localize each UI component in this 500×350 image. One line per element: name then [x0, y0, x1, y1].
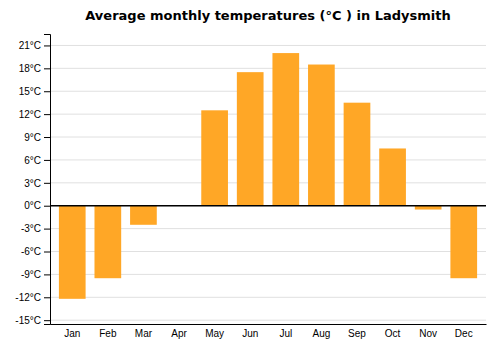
x-tick-label: Feb	[99, 328, 117, 339]
y-tick-label: 3°C	[24, 178, 41, 189]
y-tick: 3°C	[24, 178, 50, 189]
x-tick-label: Jul	[279, 328, 292, 339]
y-tick-label: 15°C	[19, 86, 41, 97]
grid-line	[50, 45, 486, 46]
y-tick-label: 0°C	[24, 200, 41, 211]
y-tick-label: -15°C	[15, 315, 41, 326]
x-tick: Jun	[242, 328, 258, 339]
x-tick: Apr	[171, 328, 187, 339]
y-tick: 9°C	[24, 132, 50, 143]
y-tick: -15°C	[15, 315, 50, 326]
y-tick-mark	[44, 183, 50, 184]
y-tick-label: 18°C	[19, 63, 41, 74]
x-axis: Jan Feb Mar Apr May Jun Jul Aug Sep Oct Nov Dec	[51, 325, 487, 340]
x-tick-label: Aug	[312, 328, 330, 339]
y-tick: 18°C	[19, 63, 50, 74]
y-tick: 15°C	[19, 86, 50, 97]
grid-line	[50, 137, 486, 138]
y-tick-label: -3°C	[21, 223, 41, 234]
y-tick-label: -9°C	[21, 269, 41, 280]
y-axis: -15°C -12°C -9°C -6°C -3°C 0°C 3°C 6°C 9°C 12°C 15…	[15, 35, 50, 326]
y-tick-mark	[44, 297, 50, 298]
y-tick-mark	[44, 114, 50, 115]
bar	[272, 53, 299, 206]
y-tick-mark	[44, 274, 50, 275]
x-tick-label: May	[205, 328, 224, 339]
bar	[130, 206, 157, 225]
grid-line	[50, 297, 486, 298]
y-tick-mark	[44, 320, 50, 321]
x-tick-label: Dec	[455, 328, 473, 339]
y-tick-label: 9°C	[24, 132, 41, 143]
y-tick-mark	[44, 252, 50, 253]
x-tick: Mar	[135, 328, 153, 339]
bar	[94, 206, 121, 278]
y-tick-label: -6°C	[21, 246, 41, 257]
y-tick: 6°C	[24, 155, 50, 166]
chart-container: Average monthly temperatures (°C ) in La…	[0, 0, 500, 350]
bar	[450, 206, 477, 278]
chart-svg: Average monthly temperatures (°C ) in La…	[0, 0, 500, 350]
x-tick: Feb	[99, 328, 117, 339]
y-tick-label: 12°C	[19, 109, 41, 120]
y-tick: -12°C	[15, 292, 50, 303]
x-tick: Jan	[64, 328, 80, 339]
x-tick-label: Nov	[419, 328, 437, 339]
zero-line	[50, 205, 486, 207]
x-tick: Nov	[419, 328, 437, 339]
y-tick-mark	[44, 160, 50, 161]
y-tick-label: 6°C	[24, 155, 41, 166]
x-tick: Dec	[455, 328, 473, 339]
bar	[201, 110, 228, 205]
x-tick-label: Jan	[64, 328, 80, 339]
grid-line	[50, 114, 486, 115]
y-tick: 12°C	[19, 109, 50, 120]
y-tick: -6°C	[21, 246, 50, 257]
x-tick: Aug	[312, 328, 330, 339]
y-tick-mark	[44, 206, 50, 207]
y-tick: -9°C	[21, 269, 50, 280]
grid-line	[50, 205, 486, 206]
y-tick-mark	[44, 45, 50, 46]
y-tick-label: 21°C	[19, 40, 41, 51]
y-tick: 21°C	[19, 40, 50, 51]
grid-line	[50, 91, 486, 92]
bar	[344, 103, 371, 206]
y-tick: 0°C	[24, 200, 50, 211]
x-tick: Jul	[279, 328, 292, 339]
x-tick-label: Mar	[135, 328, 153, 339]
y-tick-mark	[44, 68, 50, 69]
grid-line	[50, 159, 486, 160]
y-tick: -3°C	[21, 223, 50, 234]
grid-line	[50, 182, 486, 183]
y-tick-mark	[44, 137, 50, 138]
grid-line	[50, 68, 486, 69]
y-axis-line	[44, 35, 51, 325]
x-tick: Sep	[348, 328, 366, 339]
x-tick: Oct	[385, 328, 401, 339]
bar	[59, 206, 86, 299]
x-tick: May	[205, 328, 224, 339]
plot-area	[50, 53, 486, 299]
bar	[237, 72, 264, 206]
bar	[379, 148, 406, 205]
grid-line	[50, 320, 486, 321]
x-axis-line	[51, 324, 487, 325]
title: Average monthly temperatures (°C ) in La…	[85, 8, 450, 23]
y-tick-mark	[44, 91, 50, 92]
grid	[50, 45, 486, 320]
y-tick-mark	[44, 229, 50, 230]
x-tick-label: Jun	[242, 328, 258, 339]
y-tick-label: -12°C	[15, 292, 41, 303]
x-tick-label: Apr	[171, 328, 187, 339]
x-tick-label: Sep	[348, 328, 366, 339]
bar	[308, 65, 335, 206]
x-tick-label: Oct	[385, 328, 401, 339]
